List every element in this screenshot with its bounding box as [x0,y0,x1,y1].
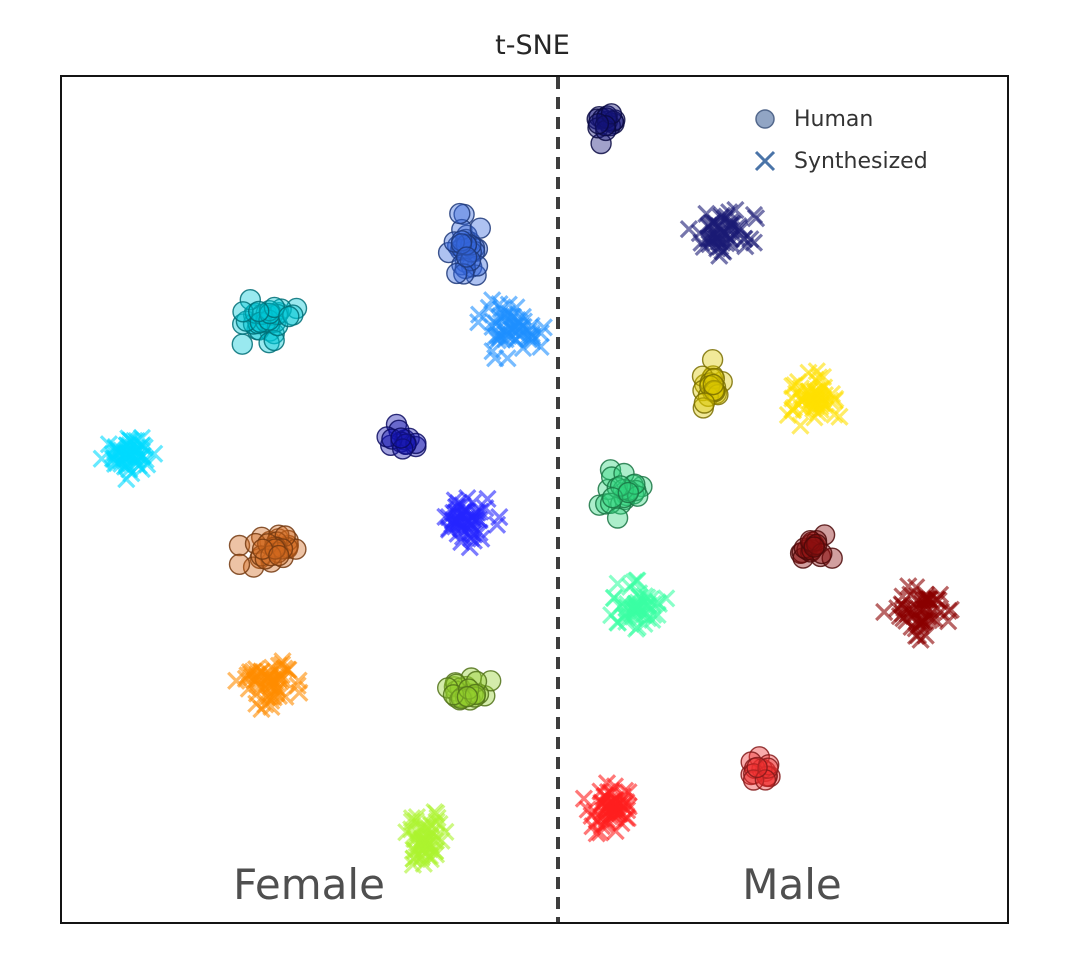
legend-circle-glyph [755,109,775,129]
cluster-female-orange-synth [227,652,309,719]
cluster-female-cyan-synth [92,428,164,489]
cluster-male-darkred-human [789,524,843,569]
cluster-male-red-human [740,746,781,791]
cluster-male-springgreen-synth [602,571,676,638]
legend-item-human: Human [750,100,928,138]
cluster-female-blue-human [437,202,491,286]
human-circle-marker-icon [755,109,775,129]
chart-title: t-SNE [495,30,570,61]
cluster-male-green-human [588,459,653,529]
cluster-female-greenyellow-synth [397,802,455,874]
cluster-male-red-synth [574,774,638,843]
region-label-male: Male [742,860,842,909]
cluster-female-dodgerblue-synth [469,291,553,368]
cluster-female-navy-human [376,413,427,460]
cluster-male-darkred-synth [875,577,960,649]
cluster-male-yellow-human [691,349,733,419]
synthesized-x-marker-icon [754,150,776,172]
cluster-female-blue-synth [436,488,509,557]
legend-item-synthesized: Synthesized [750,142,928,180]
cluster-male-yellow-synth [778,362,849,435]
cluster-female-turquoise-human [231,288,308,355]
cluster-female-chocolate-human [228,524,307,578]
cluster-male-navy-synth [679,200,766,265]
legend-label-synthesized: Synthesized [794,148,928,174]
legend-x-glyph [754,150,776,172]
legend: Human Synthesized [750,100,928,180]
cluster-female-yellowgreen-human [437,667,502,711]
scatter-canvas [92,77,960,922]
plot-area: Human Synthesized Female Male [60,75,1009,924]
cluster-male-navy-human [586,103,626,155]
legend-label-human: Human [794,106,874,132]
region-label-female: Female [233,860,385,909]
